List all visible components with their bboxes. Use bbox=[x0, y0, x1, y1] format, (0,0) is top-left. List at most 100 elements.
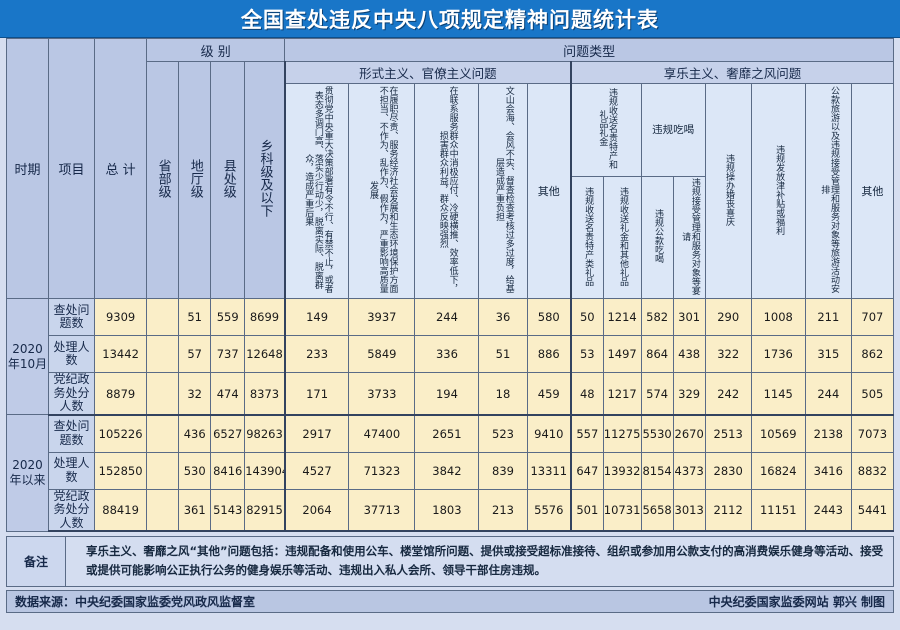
row-item-label: 查处问题数 bbox=[48, 298, 96, 337]
cell-level-province bbox=[146, 298, 180, 337]
header-total: 总 计 bbox=[94, 37, 148, 300]
row-period: 2020年以来 bbox=[5, 414, 50, 532]
row-item-label: 党纪政务处分人数 bbox=[48, 372, 96, 416]
cell-hedonism-6: 16824 bbox=[750, 451, 806, 490]
cell-hedonism-6: 1736 bbox=[750, 335, 806, 374]
cell-level-county: 8416 bbox=[210, 451, 246, 490]
header-level-group: 级 别 bbox=[146, 38, 286, 62]
cell-level-township: 143904 bbox=[244, 451, 286, 490]
cell-hedonism-other: 862 bbox=[850, 335, 895, 374]
cell-hedonism-1: 53 bbox=[570, 335, 604, 374]
cell-level-province bbox=[146, 451, 180, 490]
cell-hedonism-6: 10569 bbox=[750, 414, 806, 453]
cell-formalism-1: 171 bbox=[283, 372, 350, 416]
cell-hedonism-7: 244 bbox=[804, 372, 852, 416]
cell-total: 8879 bbox=[94, 372, 148, 416]
header-row-columns: 贯彻党中央重大决策部署有令不行、有禁不止，或者表态多调门高、落实少行动少，脱离实… bbox=[7, 82, 895, 300]
cell-hedonism-4: 329 bbox=[672, 372, 706, 416]
cell-hedonism-7: 211 bbox=[804, 298, 852, 337]
cell-level-prefecture: 436 bbox=[178, 414, 212, 453]
cell-hedonism-6: 1145 bbox=[750, 372, 806, 416]
cell-total: 105226 bbox=[94, 414, 148, 453]
cell-level-prefecture: 51 bbox=[178, 298, 212, 337]
cell-hedonism-2: 1214 bbox=[602, 298, 642, 337]
cell-formalism-other: 9410 bbox=[526, 414, 572, 453]
cell-level-county: 559 bbox=[210, 298, 246, 337]
header-item: 项目 bbox=[48, 37, 96, 300]
header-formalism-col-3: 在联系服务群众中消极应付、冷硬横推、效率低下，损害群众利益，群众反映强烈 bbox=[414, 82, 480, 300]
cell-formalism-3: 1803 bbox=[414, 488, 480, 533]
header-hedonism-group: 享乐主义、奢靡之风问题 bbox=[570, 61, 895, 84]
header-type-group: 问题类型 bbox=[284, 38, 894, 62]
table-row: 处理人数 13442 57 737 12648 233 5849 336 51 … bbox=[7, 335, 895, 374]
cell-formalism-2: 37713 bbox=[348, 488, 416, 533]
cell-hedonism-other: 707 bbox=[850, 298, 895, 337]
title-bar: 全国查处违反中央八项规定精神问题统计表 bbox=[0, 0, 900, 38]
header-dining-group: 违规吃喝 bbox=[640, 83, 706, 177]
cell-hedonism-1: 501 bbox=[570, 488, 604, 533]
cell-formalism-other: 886 bbox=[526, 335, 572, 374]
cell-hedonism-2: 13932 bbox=[602, 451, 642, 490]
cell-level-prefecture: 57 bbox=[178, 335, 212, 374]
cell-hedonism-2: 11275 bbox=[602, 414, 642, 453]
table-row: 党纪政务处分人数 88419 361 5143 82915 2064 37713… bbox=[7, 488, 895, 533]
cell-hedonism-4: 2670 bbox=[672, 414, 706, 453]
cell-formalism-4: 523 bbox=[478, 414, 528, 453]
cell-hedonism-7: 3416 bbox=[804, 451, 852, 490]
table-row: 处理人数 152850 530 8416 143904 4527 71323 3… bbox=[7, 451, 895, 490]
header-level-prefecture: 地厅级 bbox=[178, 60, 212, 300]
row-item-label: 处理人数 bbox=[48, 335, 96, 374]
cell-hedonism-6: 11151 bbox=[750, 488, 806, 533]
cell-formalism-4: 51 bbox=[478, 335, 528, 374]
cell-formalism-4: 36 bbox=[478, 298, 528, 337]
cell-level-prefecture: 32 bbox=[178, 372, 212, 416]
header-level-county: 县处级 bbox=[210, 60, 246, 300]
cell-hedonism-2: 1497 bbox=[602, 335, 642, 374]
cell-hedonism-2: 10731 bbox=[602, 488, 642, 533]
cell-hedonism-7: 2138 bbox=[804, 414, 852, 453]
header-row-subgroups: 省部级 地厅级 县处级 乡科级及以下 形式主义、官僚主义问题 享乐主义、奢靡之风… bbox=[7, 60, 895, 300]
cell-formalism-3: 194 bbox=[414, 372, 480, 416]
cell-formalism-2: 47400 bbox=[348, 414, 416, 453]
header-hedonism-other: 其他 bbox=[850, 82, 895, 300]
remark-section: 备注 享乐主义、奢靡之风“其他”问题包括：违规配备和使用公车、楼堂馆所问题、提供… bbox=[6, 536, 894, 587]
cell-level-county: 737 bbox=[210, 335, 246, 374]
row-item-label: 党纪政务处分人数 bbox=[48, 488, 96, 533]
page-title: 全国查处违反中央八项规定精神问题统计表 bbox=[241, 7, 659, 32]
cell-total: 88419 bbox=[94, 488, 148, 533]
table-container: 时期 项目 总 计 级 别 问题类型 省部级 地厅级 县处级 bbox=[0, 37, 900, 533]
header-period: 时期 bbox=[5, 37, 50, 300]
cell-formalism-3: 336 bbox=[414, 335, 480, 374]
cell-level-township: 98263 bbox=[244, 414, 286, 453]
cell-formalism-other: 580 bbox=[526, 298, 572, 337]
cell-level-prefecture: 530 bbox=[178, 451, 212, 490]
cell-formalism-other: 459 bbox=[526, 372, 572, 416]
cell-formalism-3: 244 bbox=[414, 298, 480, 337]
cell-hedonism-other: 7073 bbox=[850, 414, 895, 453]
cell-formalism-1: 149 bbox=[283, 298, 350, 337]
source-bar: 数据来源：中央纪委国家监委党风政风监督室 中央纪委国家监委网站 郭兴 制图 bbox=[6, 590, 894, 613]
header-level-township: 乡科级及以下 bbox=[244, 60, 286, 300]
cell-formalism-1: 233 bbox=[283, 335, 350, 374]
cell-hedonism-4: 301 bbox=[672, 298, 706, 337]
credit-text: 中央纪委国家监委网站 郭兴 制图 bbox=[708, 595, 885, 609]
cell-hedonism-1: 557 bbox=[570, 414, 604, 453]
cell-formalism-2: 3937 bbox=[348, 298, 416, 337]
cell-formalism-2: 5849 bbox=[348, 335, 416, 374]
row-item-label: 查处问题数 bbox=[48, 414, 96, 453]
header-gift-specialty: 违规收送名贵特产类礼品 bbox=[570, 175, 604, 300]
table-row: 党纪政务处分人数 8879 32 474 8373 171 3733 194 1… bbox=[7, 372, 895, 416]
cell-formalism-1: 2064 bbox=[283, 488, 350, 533]
header-hedonism-allowance: 违规发放津补贴或福利 bbox=[750, 82, 806, 300]
cell-formalism-4: 839 bbox=[478, 451, 528, 490]
cell-hedonism-3: 864 bbox=[640, 335, 674, 374]
cell-level-province bbox=[146, 335, 180, 374]
cell-hedonism-3: 8154 bbox=[640, 451, 674, 490]
cell-hedonism-2: 1217 bbox=[602, 372, 642, 416]
cell-hedonism-5: 2830 bbox=[704, 451, 752, 490]
header-gift-cash: 违规收送礼金和其他礼品 bbox=[602, 175, 642, 300]
cell-hedonism-1: 50 bbox=[570, 298, 604, 337]
cell-hedonism-4: 4373 bbox=[672, 451, 706, 490]
header-row-subcolumns: 违规收送名贵特产类礼品 违规收送礼金和其他礼品 违规公款吃喝 违规接受管理和服务… bbox=[7, 175, 894, 300]
